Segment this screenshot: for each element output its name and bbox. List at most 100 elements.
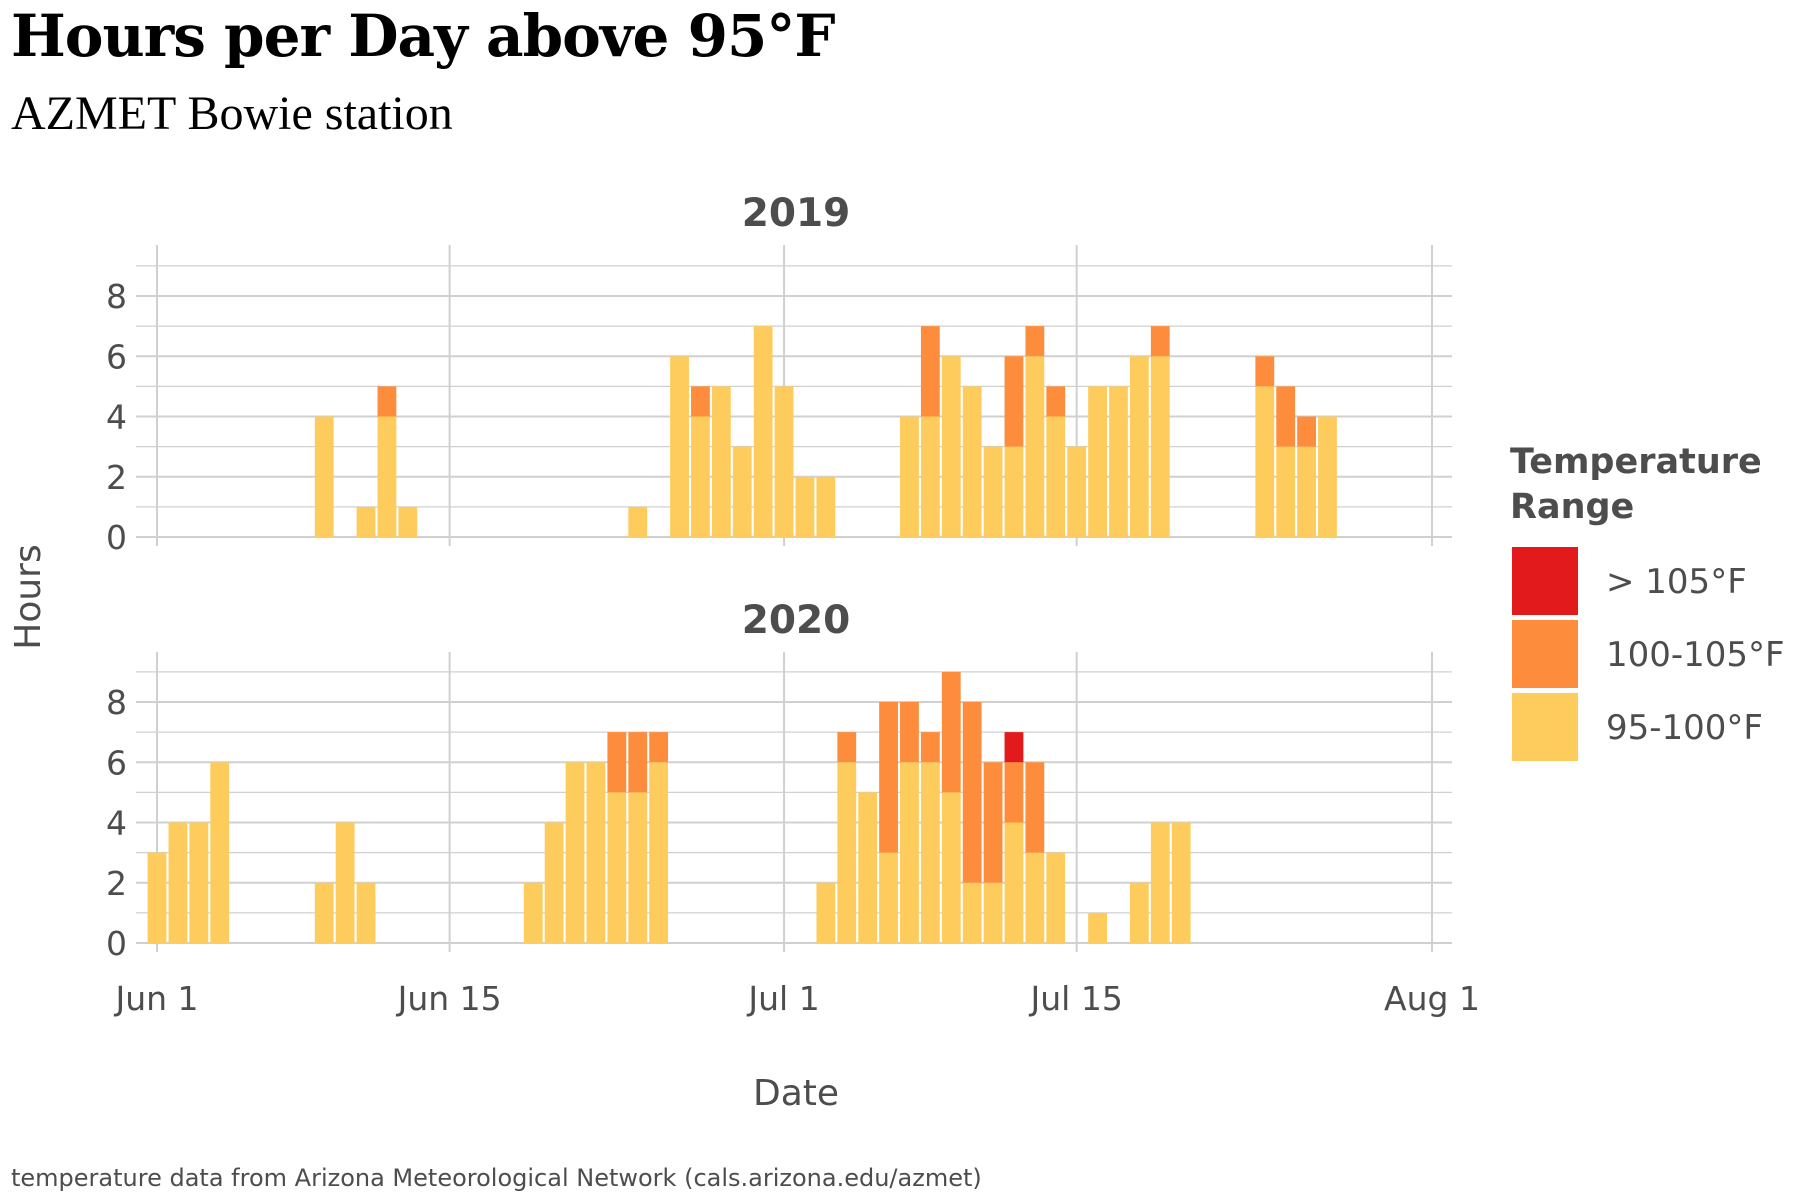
bar-segment — [900, 416, 919, 537]
bar-segment — [607, 732, 627, 793]
bar-segment — [189, 822, 209, 943]
bar-segment — [1150, 356, 1170, 537]
bar-segment — [1088, 912, 1107, 944]
bar-segment — [879, 702, 898, 853]
bar-segment — [1004, 762, 1024, 823]
bar-segment — [356, 506, 376, 538]
panel-label: 2020 — [742, 598, 851, 643]
x-tick-label: Aug 1 — [1384, 979, 1480, 1018]
bar-segment — [920, 732, 940, 763]
legend: Temperature Range > 105°F 100-105°F 95-100°F — [1510, 442, 1785, 761]
y-tick-label: 0 — [106, 518, 127, 557]
legend-label: 95-100°F — [1606, 708, 1763, 748]
bar-segment — [1276, 446, 1296, 538]
bar-segment — [1276, 386, 1296, 447]
y-tick-label: 8 — [106, 277, 127, 316]
bar-segment — [1004, 356, 1024, 447]
bar-segment — [168, 822, 188, 943]
bar-segment — [774, 386, 794, 538]
bar-segment — [920, 326, 940, 417]
bar-segment — [795, 476, 815, 537]
bar-segment — [628, 506, 648, 538]
panel-2019: 2019 0 2 4 6 8 — [106, 191, 1452, 557]
bar-segment — [858, 792, 878, 944]
bar-segment — [1129, 882, 1149, 943]
chart-title: Hours per Day above 95°F — [11, 2, 836, 70]
bar-segment — [1318, 416, 1337, 537]
bar-segment — [983, 762, 1003, 883]
bar-segment — [1025, 326, 1045, 357]
bar-segment — [314, 882, 334, 943]
bar-segment — [607, 792, 627, 944]
y-tick-label: 0 — [106, 924, 127, 963]
bar-segment — [941, 792, 961, 944]
bar-segment — [565, 762, 585, 943]
bar-segment — [711, 386, 731, 538]
x-tick-label: Jul 15 — [1029, 979, 1123, 1018]
bar-segment — [544, 822, 564, 943]
bar-segment — [1109, 386, 1128, 538]
y-tick-label: 2 — [106, 864, 127, 903]
bar-segment — [377, 386, 397, 417]
bar-segment — [1046, 852, 1066, 944]
bar-segment — [628, 792, 648, 944]
chart-caption: temperature data from Arizona Meteorolog… — [11, 1164, 982, 1192]
bar-segment — [962, 882, 982, 943]
bar-segment — [1067, 446, 1087, 538]
x-tick-label: Jul 1 — [746, 979, 819, 1018]
bar-segment — [1004, 732, 1024, 763]
bar-segment — [1088, 386, 1107, 538]
bar-segment — [1004, 446, 1024, 538]
bar-segment — [1255, 356, 1275, 387]
bar-segment — [1046, 416, 1066, 537]
bar-segment — [314, 416, 334, 537]
bar-segment — [941, 356, 961, 537]
bar-segment — [1025, 762, 1045, 853]
bar-segment — [837, 762, 857, 943]
legend-swatch — [1512, 693, 1578, 761]
bar-segment — [586, 762, 606, 943]
bar-segment — [1129, 356, 1149, 537]
y-axis-title: Hours — [8, 544, 49, 649]
bar-segment — [1171, 822, 1191, 943]
bar-segment — [523, 882, 543, 943]
y-tick-label: 6 — [106, 337, 127, 376]
bar-segment — [1297, 446, 1316, 538]
bar-segment — [900, 702, 919, 763]
bar-segment — [649, 732, 669, 763]
y-tick-label: 2 — [106, 458, 127, 497]
bar-segment — [210, 762, 230, 943]
bar-segment — [649, 762, 669, 943]
bar-segment — [941, 671, 961, 793]
bar-segment — [147, 852, 167, 944]
x-axis-title: Date — [753, 1073, 839, 1114]
legend-label: > 105°F — [1606, 562, 1747, 602]
bar-segment — [691, 386, 710, 417]
bar-segment — [920, 416, 940, 537]
bar-segment — [691, 416, 710, 537]
bar-segment — [356, 882, 376, 943]
y-tick-label: 4 — [106, 804, 127, 843]
y-tick-label: 8 — [106, 683, 127, 722]
bar-segment — [1150, 822, 1170, 943]
bar-segment — [1297, 416, 1316, 447]
bar-segment — [1046, 386, 1066, 417]
legend-title: Temperature — [1510, 442, 1762, 482]
bar-segment — [983, 882, 1003, 943]
bar-segment — [1255, 386, 1275, 538]
bar-segment — [732, 446, 752, 538]
legend-swatch — [1512, 547, 1578, 615]
bar-segment — [753, 326, 773, 538]
bar-segment — [1025, 852, 1045, 944]
y-tick-label: 4 — [106, 398, 127, 437]
bar-segment — [962, 386, 982, 538]
y-tick-label: 6 — [106, 743, 127, 782]
bar-segment — [816, 882, 836, 943]
bar-segment — [1004, 822, 1024, 943]
panel-label: 2019 — [742, 191, 851, 236]
bar-segment — [398, 506, 418, 538]
bar-segment — [837, 732, 857, 763]
x-tick-label: Jun 15 — [396, 979, 502, 1018]
panel-2020: 2020 0 2 4 6 8 — [106, 598, 1452, 963]
